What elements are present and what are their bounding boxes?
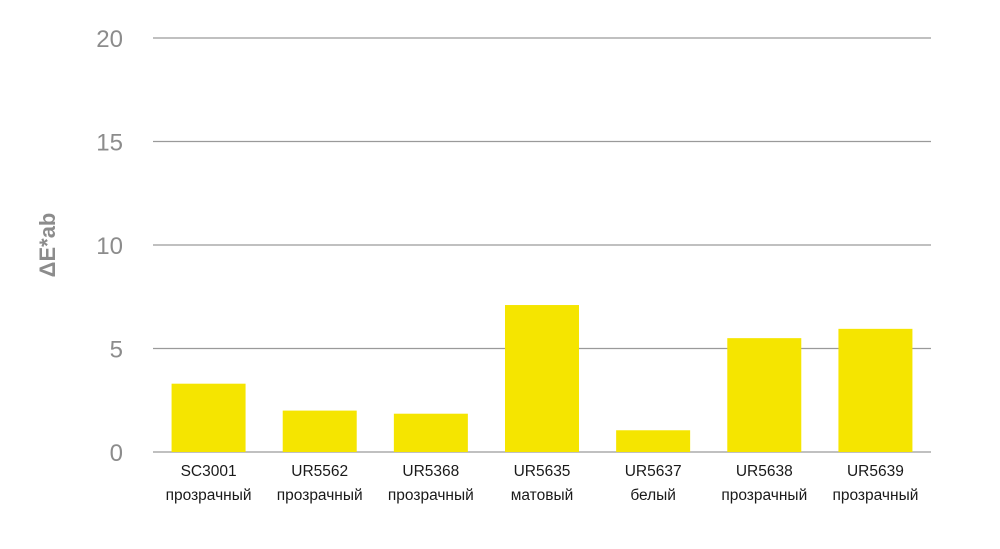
bar [171, 383, 246, 452]
x-tick-label-name: UR5639 [847, 463, 904, 480]
y-tick-labels: 0 5 10 15 20 [96, 26, 123, 467]
x-tick-label-type: белый [630, 487, 676, 504]
x-tick-label-type: прозрачный [277, 487, 363, 504]
bar [282, 410, 357, 452]
bar [727, 338, 802, 452]
bar [616, 430, 691, 452]
x-category-labels: SC3001 прозрачный UR5562 прозрачный UR5368 пр… [166, 463, 919, 504]
x-tick-label-name: UR5562 [291, 463, 348, 480]
bar [505, 305, 579, 452]
bar [838, 328, 913, 452]
y-axis-label: ΔE*ab [35, 213, 60, 278]
x-tick-label-type: прозрачный [166, 487, 252, 504]
x-tick-label-type: прозрачный [832, 487, 918, 504]
gridlines [153, 37, 931, 453]
x-tick-label-name: UR5638 [736, 463, 793, 480]
bars [171, 305, 913, 452]
y-tick-label: 5 [110, 337, 123, 364]
y-tick-label: 20 [96, 26, 123, 53]
y-tick-label: 0 [110, 440, 123, 467]
y-tick-label: 10 [96, 233, 123, 260]
bar [393, 413, 468, 452]
y-tick-label: 15 [96, 130, 123, 157]
x-tick-label-type: матовый [511, 487, 574, 504]
x-tick-label-name: UR5637 [625, 463, 682, 480]
x-tick-label-name: SC3001 [181, 463, 237, 480]
x-tick-label-name: UR5368 [402, 463, 459, 480]
x-tick-label-type: прозрачный [721, 487, 807, 504]
x-tick-label-type: прозрачный [388, 487, 474, 504]
x-tick-label-name: UR5635 [514, 463, 571, 480]
